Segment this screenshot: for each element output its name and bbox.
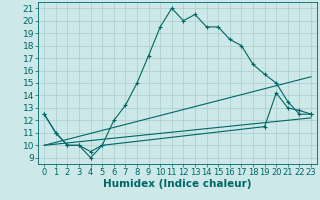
X-axis label: Humidex (Indice chaleur): Humidex (Indice chaleur) (103, 179, 252, 189)
